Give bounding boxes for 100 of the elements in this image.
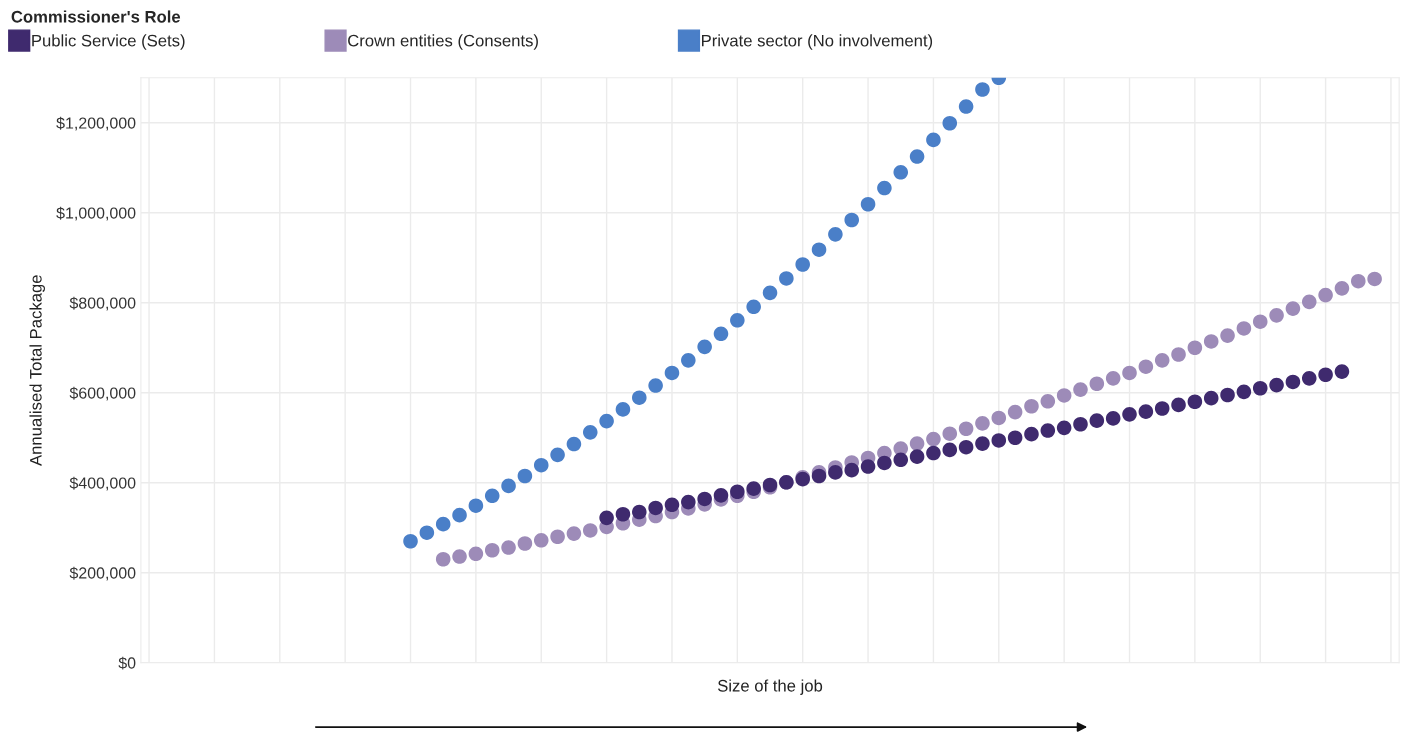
point [811, 242, 827, 257]
point [713, 326, 729, 342]
point [1138, 404, 1154, 419]
point [1154, 353, 1170, 368]
point [1318, 287, 1333, 303]
point [533, 457, 549, 473]
point [942, 442, 958, 458]
point [435, 551, 451, 567]
point [1269, 308, 1284, 323]
point [942, 115, 958, 131]
point [926, 445, 941, 461]
point [811, 468, 827, 484]
point [828, 227, 843, 242]
point [1252, 314, 1268, 329]
point [909, 436, 925, 451]
point [452, 507, 467, 523]
point [566, 526, 582, 541]
point [1301, 371, 1317, 386]
y-tick-label: $600,000 [69, 386, 136, 401]
point [893, 165, 909, 180]
point [1285, 374, 1301, 390]
point [1171, 397, 1186, 413]
point [615, 506, 631, 522]
y-axis-title: Annualised Total Package [29, 275, 45, 466]
point [1105, 411, 1121, 426]
point [926, 132, 941, 148]
point [1138, 359, 1154, 374]
y-tick-label: $800,000 [69, 296, 136, 311]
point [1203, 390, 1219, 406]
point [484, 488, 500, 504]
point [1089, 376, 1105, 392]
point [1367, 271, 1382, 287]
point [681, 353, 696, 368]
point [746, 481, 761, 496]
point [1040, 423, 1056, 438]
point [779, 271, 794, 286]
point [435, 516, 451, 532]
point [1285, 301, 1301, 316]
point [877, 455, 892, 471]
point [762, 285, 778, 301]
point [501, 540, 516, 555]
legend-label: Public Service (Sets) [32, 34, 185, 50]
point [926, 431, 941, 447]
point [991, 433, 1007, 448]
point [1318, 367, 1333, 383]
point [648, 500, 663, 516]
point [1220, 328, 1235, 343]
point [697, 339, 712, 355]
point [1024, 398, 1039, 414]
point [501, 478, 516, 494]
point [991, 410, 1007, 426]
point [1040, 394, 1056, 409]
point [860, 196, 876, 212]
point [730, 313, 745, 328]
point [1007, 430, 1023, 446]
point [1252, 380, 1268, 396]
point [664, 365, 680, 381]
y-tick-label: $200,000 [69, 566, 136, 581]
point [517, 536, 533, 551]
point [975, 416, 990, 431]
point [877, 180, 892, 196]
point [582, 425, 598, 440]
point [1024, 426, 1039, 442]
point [1007, 404, 1023, 420]
point [566, 436, 582, 452]
point [975, 82, 990, 97]
legend-label: Crown entities (Consents) [348, 34, 538, 50]
point [664, 497, 680, 513]
point [632, 504, 647, 520]
point [1236, 384, 1252, 400]
point [1171, 347, 1186, 362]
point [1351, 273, 1366, 289]
point [550, 447, 565, 463]
point [1187, 394, 1203, 410]
point [942, 426, 958, 441]
y-tick-label: $1,000,000 [56, 206, 136, 221]
point [909, 149, 925, 164]
point [844, 212, 860, 228]
point [697, 491, 712, 507]
point [1154, 401, 1170, 416]
point [909, 449, 925, 464]
point [795, 257, 810, 272]
point [958, 99, 974, 114]
point [1301, 294, 1317, 310]
point [599, 413, 614, 429]
point [1203, 334, 1219, 349]
point [713, 488, 729, 503]
point [1073, 416, 1088, 432]
point [1334, 364, 1350, 379]
point [1122, 365, 1137, 381]
point [1220, 387, 1235, 403]
point [468, 498, 484, 513]
y-tick-label: $0 [118, 656, 136, 670]
point [1269, 377, 1284, 393]
point [1105, 371, 1121, 386]
point [1122, 407, 1137, 422]
point [746, 299, 761, 315]
x-axis-title: Size of the job [717, 679, 823, 695]
point [1073, 382, 1088, 397]
point [1187, 340, 1203, 356]
